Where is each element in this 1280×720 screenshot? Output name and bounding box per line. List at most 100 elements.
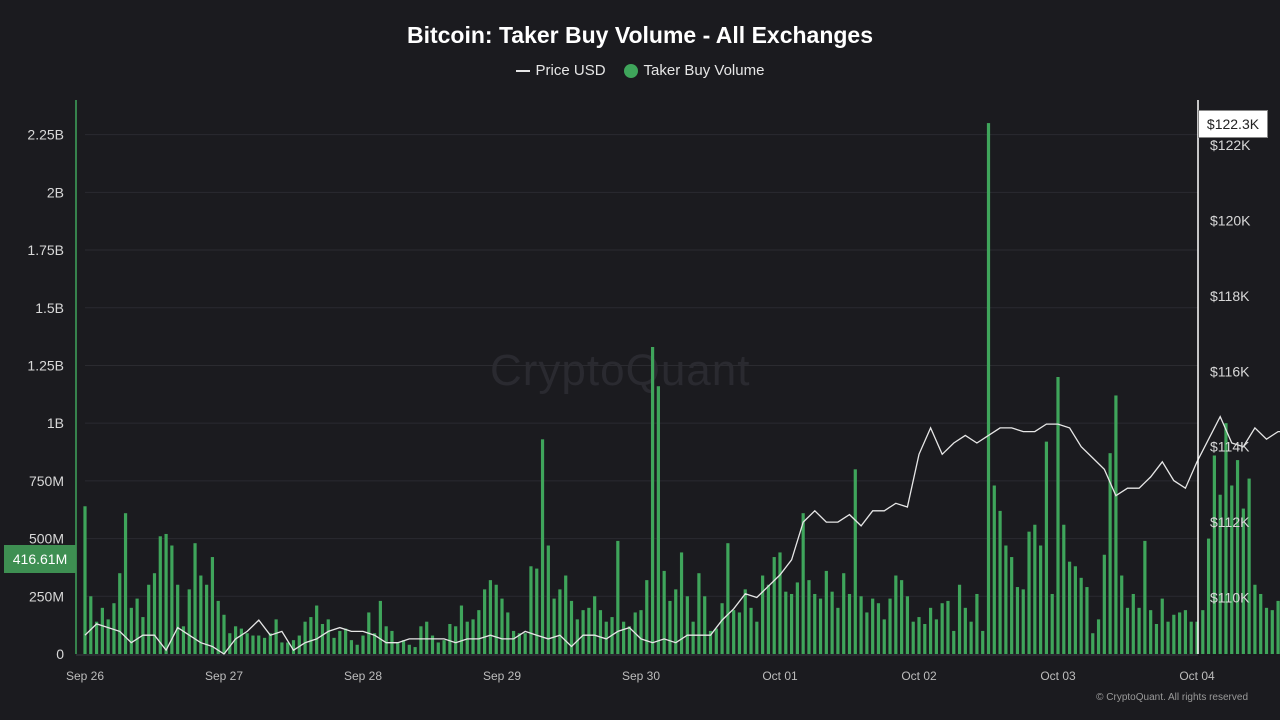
volume-bar [1264,607,1269,654]
volume-bar [193,543,197,654]
volume-bar [1160,598,1164,654]
volume-bar [1096,619,1101,654]
volume-bar [726,543,730,654]
volume-bar [523,633,527,654]
x-tick-label: Sep 28 [344,669,382,683]
volume-bar [882,619,886,654]
volume-bar [1021,589,1025,654]
volume-bar [911,621,915,654]
volume-bars [83,123,1280,655]
volume-bar [1079,577,1083,654]
volume-bar [89,596,93,654]
volume-bar [268,633,272,654]
volume-bar [112,603,116,654]
volume-bar [1044,441,1049,654]
volume-bar [761,575,765,654]
legend-item-volume[interactable]: Taker Buy Volume [623,62,765,79]
volume-bar [766,584,771,654]
volume-bar [1131,593,1135,654]
volume-bar [1276,600,1280,654]
y-left-tick-label: 750M [29,473,64,489]
volume-bar [842,573,846,654]
y-right-tick-label: $112K [1210,514,1250,530]
legend-label-volume: Taker Buy Volume [643,62,765,79]
volume-bar [257,635,261,654]
volume-bar [662,570,666,654]
volume-bar [349,640,354,654]
volume-bar [795,582,799,654]
volume-bar [1149,610,1153,654]
volume-bar [732,610,736,654]
x-tick-label: Oct 02 [901,669,937,683]
volume-bar [772,557,776,654]
volume-bar [401,640,406,654]
volume-bar [558,589,562,654]
volume-bar [94,621,99,654]
volume-bar [1004,545,1008,654]
volume-bar [187,589,191,654]
volume-bar [291,640,296,654]
volume-bar [448,623,452,654]
volume-bar [459,605,464,654]
cursor-value-label: 416.61M [4,545,76,573]
volume-bar [1154,623,1159,654]
volume-bar [1212,455,1216,654]
volume-bar [1172,614,1176,654]
volume-bar [905,596,910,654]
y-left-tick-label: 1.5B [35,300,64,316]
volume-bar [940,603,944,654]
volume-bar [483,589,487,654]
volume-bar [900,580,904,654]
volume-bar [262,637,267,654]
volume-bar [708,630,713,654]
y-right-tick-label: $122K [1210,137,1251,153]
x-tick-label: Oct 01 [762,669,798,683]
volume-bar [384,626,388,654]
volume-bar [1114,395,1118,654]
volume-bar [581,610,585,654]
volume-bar [309,617,313,654]
volume-bar [778,552,782,654]
volume-bar [743,589,747,654]
volume-bar [674,589,678,654]
volume-bar [326,619,330,654]
volume-bar [1218,494,1222,654]
volume-bar [540,439,545,654]
copyright-text: © CryptoQuant. All rights reserved [1096,692,1248,703]
volume-bar [981,630,985,654]
volume-bar [871,598,875,654]
last-price-label: $122.3K [1198,110,1268,138]
volume-bar [511,630,516,654]
volume-bar [222,614,226,654]
volume-bar [807,580,811,654]
volume-bar [1085,587,1089,654]
volume-bar [998,510,1002,654]
volume-bar [865,612,869,654]
volume-bar [616,540,620,654]
volume-bar [668,600,672,654]
y-left-tick-label: 500M [29,531,64,547]
volume-bar [1241,508,1245,654]
volume-bar [957,584,962,654]
volume-bar [1183,610,1188,654]
y-left-tick-label: 2B [47,184,64,200]
y-right-tick-label: $114K [1210,439,1250,455]
volume-bar [1015,587,1020,654]
volume-bar [928,607,933,654]
volume-bar [488,580,493,654]
volume-bar [1259,593,1263,654]
volume-bar [894,575,898,654]
volume-bar [1143,540,1147,654]
volume-bar [228,633,232,654]
volume-bar [575,619,579,654]
volume-bar [963,607,967,654]
volume-bar [552,598,556,654]
volume-bar [697,573,701,654]
volume-bar [986,123,991,655]
legend-item-price[interactable]: Price USD [515,62,606,79]
x-tick-label: Sep 27 [205,669,243,683]
legend-label-price: Price USD [535,62,606,79]
volume-bar [992,485,996,654]
volume-bar [199,575,203,654]
